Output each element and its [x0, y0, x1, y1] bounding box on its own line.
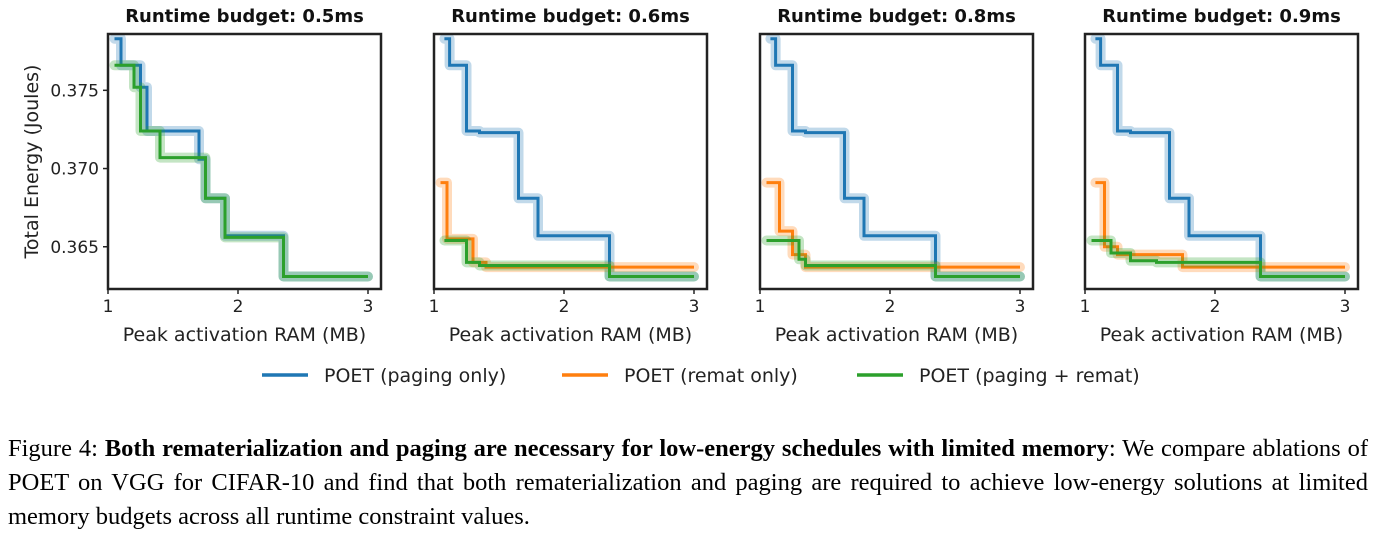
legend-item-paging_only: POET (paging only) — [262, 365, 506, 387]
series-remat_only — [761, 177, 1025, 273]
chart-title: Runtime budget: 0.5ms — [125, 6, 364, 27]
series-halo — [765, 33, 1025, 282]
series-paging_remat — [109, 60, 373, 282]
x-tick-label: 3 — [1015, 297, 1026, 317]
plot-frame — [432, 32, 709, 291]
series-line — [444, 37, 694, 278]
series-paging_remat — [761, 235, 1025, 282]
figure: Runtime budget: 0.5ms 1 2 3 0.365 0.370 0.375 P… — [21, 6, 1360, 387]
series-line — [766, 239, 1020, 278]
series-paging_only — [1090, 33, 1350, 282]
legend-label: POET (paging only) — [324, 365, 506, 387]
series-halo — [439, 33, 699, 282]
x-tick-label: 2 — [885, 297, 896, 317]
x-tick-label: 1 — [755, 297, 766, 317]
caption-bold: Both rematerialization and paging are ne… — [104, 435, 1109, 462]
chart-title: Runtime budget: 0.6ms — [451, 6, 690, 27]
x-tick-label: 1 — [103, 297, 114, 317]
series-paging_remat — [439, 235, 699, 282]
series-line — [114, 63, 368, 278]
series-remat_only — [1090, 177, 1350, 273]
chart-panel-3: Runtime budget: 0.8ms 1 2 3 Peak activation … — [755, 6, 1035, 346]
series-paging_only — [439, 33, 699, 282]
series-remat_only — [435, 177, 699, 273]
x-tick-label: 1 — [429, 297, 440, 317]
x-tick-label: 2 — [559, 297, 570, 317]
caption-prefix: Figure 4: — [8, 435, 105, 462]
figure-caption: Figure 4: Both rematerialization and pag… — [8, 432, 1368, 534]
x-tick-label: 3 — [689, 297, 700, 317]
series-line — [766, 181, 1020, 269]
x-tick-label: 2 — [1210, 297, 1221, 317]
x-tick-label: 1 — [1080, 297, 1091, 317]
x-tick-label: 3 — [363, 297, 374, 317]
legend-item-remat_only: POET (remat only) — [562, 365, 798, 387]
series-line — [770, 37, 1020, 278]
series-line — [1091, 239, 1345, 278]
chart-panel-1: Runtime budget: 0.5ms 1 2 3 0.365 0.370 0.375 P… — [21, 6, 383, 346]
plot-frame — [1083, 32, 1360, 291]
series-halo — [435, 177, 699, 273]
y-axis-label: Total Energy (Joules) — [21, 65, 43, 260]
plot-frame — [758, 32, 1035, 291]
y-tick-label: 0.370 — [50, 160, 99, 180]
x-axis-label: Peak activation RAM (MB) — [1100, 324, 1343, 346]
legend-item-paging_remat: POET (paging + remat) — [857, 365, 1140, 387]
series-halo — [109, 60, 373, 282]
series-line — [440, 181, 694, 269]
x-tick-label: 2 — [233, 297, 244, 317]
series-line — [444, 239, 694, 278]
series-line — [1095, 37, 1345, 278]
legend: POET (paging only) POET (remat only) POET … — [262, 365, 1140, 387]
chart-title: Runtime budget: 0.8ms — [777, 6, 1016, 27]
caption-rest: : We compare ablations of POET on VGG fo… — [8, 435, 1368, 530]
legend-label: POET (remat only) — [624, 365, 798, 387]
series-paging_only — [765, 33, 1025, 282]
y-tick-label: 0.365 — [50, 238, 99, 258]
x-axis-label: Peak activation RAM (MB) — [775, 324, 1018, 346]
series-paging_remat — [1086, 235, 1350, 282]
series-line — [1095, 181, 1345, 269]
chart-panel-4: Runtime budget: 0.9ms 1 2 3 Peak activation … — [1080, 6, 1360, 346]
x-tick-label: 3 — [1340, 297, 1351, 317]
chart-panel-2: Runtime budget: 0.6ms 1 2 3 Peak activation … — [429, 6, 709, 346]
series-halo — [1090, 33, 1350, 282]
y-tick-label: 0.375 — [50, 81, 99, 101]
legend-label: POET (paging + remat) — [919, 365, 1140, 387]
x-axis-label: Peak activation RAM (MB) — [123, 324, 366, 346]
chart-title: Runtime budget: 0.9ms — [1102, 6, 1341, 27]
x-axis-label: Peak activation RAM (MB) — [449, 324, 692, 346]
plot-frame — [106, 32, 383, 291]
